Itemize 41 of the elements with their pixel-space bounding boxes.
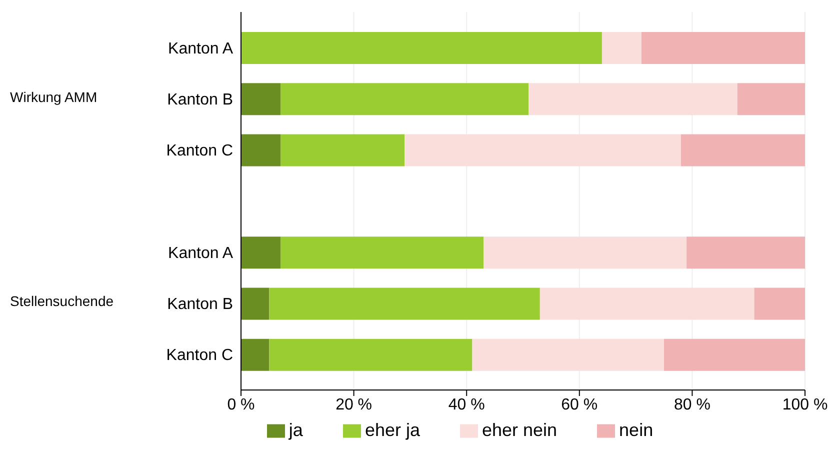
- text: Wirkung AMM: [10, 88, 98, 105]
- bar: [680, 134, 805, 166]
- bar: [686, 236, 805, 269]
- bar: [241, 83, 280, 116]
- x-tick-label: 100 %: [782, 396, 828, 414]
- bar: [484, 236, 687, 269]
- legend-label: eher ja: [364, 420, 420, 440]
- bar: [664, 338, 805, 371]
- x-tick-label: 20 %: [336, 396, 372, 414]
- y-tick-label: Kanton C: [166, 347, 233, 364]
- bar: [241, 338, 270, 371]
- legend-label: eher nein: [482, 420, 558, 440]
- bar: [269, 288, 540, 320]
- bar: [528, 83, 738, 116]
- bar: [737, 83, 805, 116]
- bar: [404, 134, 681, 166]
- x-tick-label: 80 %: [674, 396, 710, 414]
- y-tick-label: Kanton B: [167, 296, 233, 313]
- y-tick-label: Kanton A: [168, 40, 234, 58]
- bar: [241, 32, 602, 64]
- bar: [754, 288, 805, 320]
- legend-label: nein: [619, 420, 654, 440]
- text: Stellensuchende: [10, 293, 114, 310]
- x-tick-label: 0 %: [227, 396, 255, 414]
- bar: [280, 134, 405, 166]
- x-tick-label: 60 %: [561, 396, 598, 414]
- legend-label: ja: [288, 420, 303, 440]
- bar: [280, 83, 529, 116]
- bar: [602, 32, 642, 64]
- bar: [641, 32, 805, 64]
- y-tick-label: Kanton B: [167, 91, 233, 108]
- y-tick-label: Kanton C: [166, 142, 233, 160]
- x-tick-label: 40 %: [448, 396, 485, 414]
- bar: [241, 288, 270, 320]
- bar: [540, 288, 754, 320]
- bar: [241, 134, 280, 166]
- y-tick-label: Kanton A: [168, 244, 234, 262]
- bar: [241, 236, 280, 269]
- bar: [280, 236, 484, 269]
- bar: [269, 338, 472, 371]
- bar: [472, 338, 664, 371]
